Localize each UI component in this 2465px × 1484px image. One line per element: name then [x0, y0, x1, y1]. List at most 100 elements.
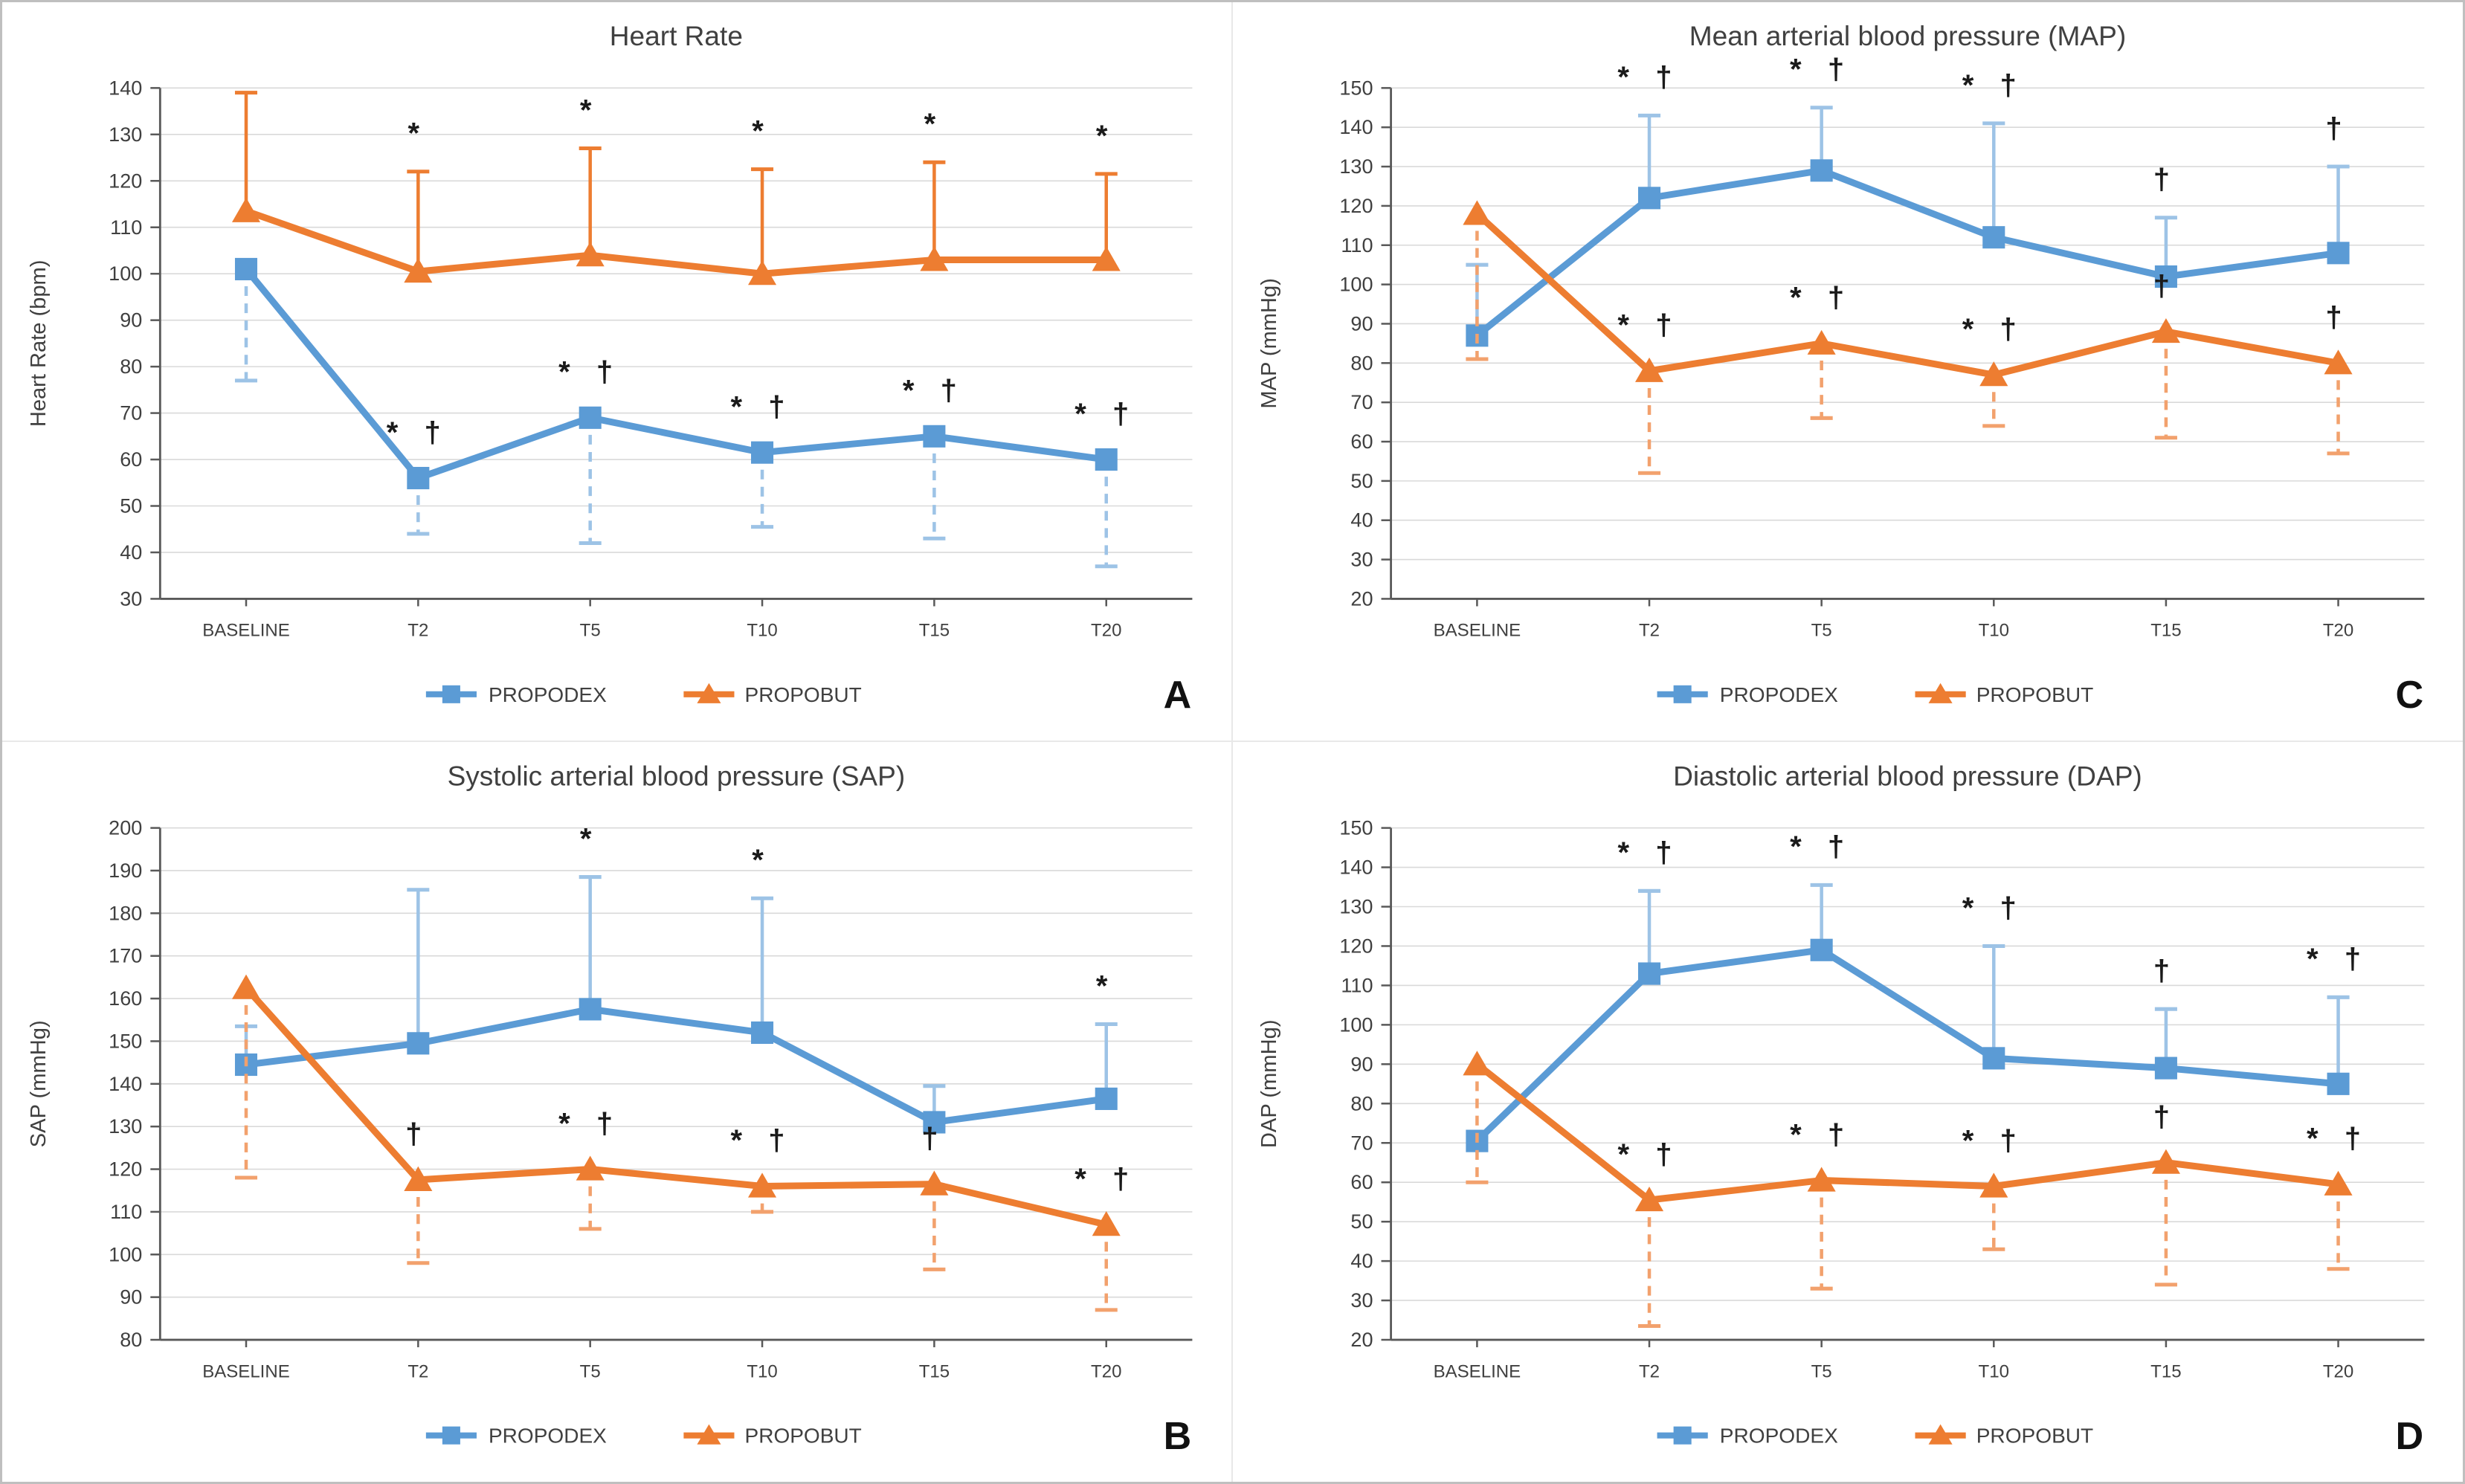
chart-title: Systolic arterial blood pressure (SAP) [448, 760, 906, 791]
marker-triangle-propobut [1807, 1167, 1836, 1192]
y-tick-label: 120 [1339, 194, 1373, 217]
heart-rate-chart: Heart Rate 30 40 50 60 70 80 90 100 110 120 130 140 B… [2, 2, 1231, 741]
y-tick-label: 100 [1339, 273, 1373, 296]
y-tick-label: 70 [120, 402, 142, 425]
legend-marker-propodex [442, 685, 460, 703]
series-line-propobut [1473, 210, 2342, 378]
y-tick-label: 50 [120, 495, 142, 517]
y-axis-title: Heart Rate (bpm) [27, 260, 51, 428]
significance-annotation: * [924, 108, 945, 141]
significance-annotation: * † [903, 375, 966, 407]
marker-square-propodex [2327, 242, 2350, 265]
significance-annotation: * † [1074, 1162, 1138, 1196]
y-tick-label: 130 [1339, 155, 1373, 178]
y-tick-label: 110 [110, 216, 142, 239]
x-tick-label: T2 [1638, 1361, 1659, 1381]
significance-annotation: * [752, 843, 773, 877]
y-tick-label: 120 [1339, 934, 1373, 957]
y-axis-title: DAP (mmHg) [1257, 1019, 1281, 1148]
y-tick-label: 130 [109, 1114, 142, 1138]
significance-annotation: † [2325, 301, 2350, 334]
x-tick-label: T2 [407, 621, 428, 641]
legend-label-propobut: PROPOBUT [745, 1425, 862, 1448]
x-tick-label: T5 [1811, 621, 1831, 641]
significance-annotation: * † [1790, 830, 1853, 863]
x-tick-label: T15 [2150, 621, 2181, 641]
legend-label-propodex: PROPODEX [489, 683, 607, 706]
x-tick-label: T20 [2322, 621, 2353, 641]
significance-annotation: * † [1617, 61, 1681, 94]
significance-annotation: * † [1962, 69, 2025, 102]
x-tick-label: BASELINE [202, 621, 290, 641]
legend-marker-propobut [697, 683, 721, 703]
marker-triangle-propobut [748, 1172, 777, 1198]
marker-triangle-propobut [920, 1170, 949, 1196]
x-tick-label: BASELINE [202, 1361, 289, 1381]
legend-label-propobut: PROPOBUT [745, 683, 862, 706]
marker-triangle-propobut [404, 1166, 433, 1191]
y-tick-label: 90 [120, 1285, 142, 1309]
marker-triangle-propobut [748, 260, 777, 285]
y-tick-label: 20 [1350, 1328, 1373, 1351]
panel-background [2, 2, 1231, 741]
marker-square-propodex [1637, 187, 1660, 210]
significance-annotation: * † [2306, 942, 2369, 975]
y-tick-label: 60 [1350, 1170, 1373, 1193]
y-tick-label: 90 [1350, 1052, 1373, 1075]
significance-annotation: * [580, 822, 601, 855]
x-tick-label: T10 [747, 621, 777, 641]
series-line-propodex [1473, 946, 2342, 1145]
y-tick-label: 40 [1350, 1249, 1373, 1272]
marker-triangle-propobut [1092, 1211, 1121, 1236]
significance-annotation: * † [1790, 1117, 1853, 1151]
y-tick-label: 120 [109, 170, 142, 192]
y-tick-label: 160 [109, 987, 142, 1010]
significance-annotation: * † [1790, 54, 1853, 86]
chart-title: Diastolic arterial blood pressure (DAP) [1673, 760, 2142, 791]
y-tick-label: 130 [109, 123, 142, 146]
marker-square-propodex [923, 1111, 946, 1134]
x-tick-label: T2 [1638, 621, 1659, 641]
marker-triangle-propobut [404, 258, 433, 283]
y-tick-label: 90 [1350, 312, 1373, 335]
marker-triangle-propobut [576, 242, 605, 267]
y-tick-label: 110 [1341, 233, 1373, 257]
legend-label-propodex: PROPODEX [1719, 1425, 1837, 1448]
marker-square-propodex [1095, 1087, 1118, 1110]
y-tick-label: 100 [109, 262, 142, 285]
significance-annotation: * † [1962, 313, 2025, 346]
marker-triangle-propobut [1807, 329, 1836, 355]
legend-label-propodex: PROPODEX [489, 1425, 607, 1448]
x-tick-label: BASELINE [1433, 1361, 1521, 1381]
marker-square-propodex [407, 466, 430, 490]
marker-triangle-propobut [576, 1155, 605, 1181]
y-tick-label: 70 [1350, 1131, 1373, 1154]
y-tick-label: 30 [120, 587, 142, 610]
significance-annotation: * † [1074, 398, 1138, 430]
y-tick-label: 60 [120, 448, 142, 471]
panel-background [1232, 742, 2463, 1482]
significance-annotation: * † [558, 356, 622, 389]
significance-annotation: * [752, 115, 773, 148]
significance-annotation: * † [1617, 309, 1681, 342]
panel-letter: B [1164, 1415, 1192, 1458]
series-line-propodex [242, 265, 1110, 482]
marker-square-propodex [1810, 159, 1833, 182]
significance-annotation: * † [1962, 1123, 2025, 1157]
marker-square-propodex [751, 1021, 774, 1045]
panel-letter: D [2395, 1415, 2423, 1458]
significance-annotation: * † [731, 1123, 794, 1157]
series-line-propobut [1473, 1060, 2342, 1204]
marker-triangle-propobut [1092, 246, 1121, 271]
x-tick-label: T15 [919, 621, 950, 641]
significance-annotation: † [2325, 112, 2350, 145]
marker-square-propodex [407, 1032, 430, 1055]
y-axis-title: SAP (mmHg) [27, 1020, 51, 1147]
y-tick-label: 40 [120, 541, 142, 564]
marker-triangle-propobut [231, 974, 261, 999]
y-tick-label: 150 [1339, 816, 1373, 839]
y-tick-label: 80 [1350, 1091, 1373, 1114]
x-tick-label: T20 [1091, 1361, 1121, 1381]
marker-triangle-propobut [1634, 357, 1663, 382]
marker-square-propodex [579, 406, 602, 429]
